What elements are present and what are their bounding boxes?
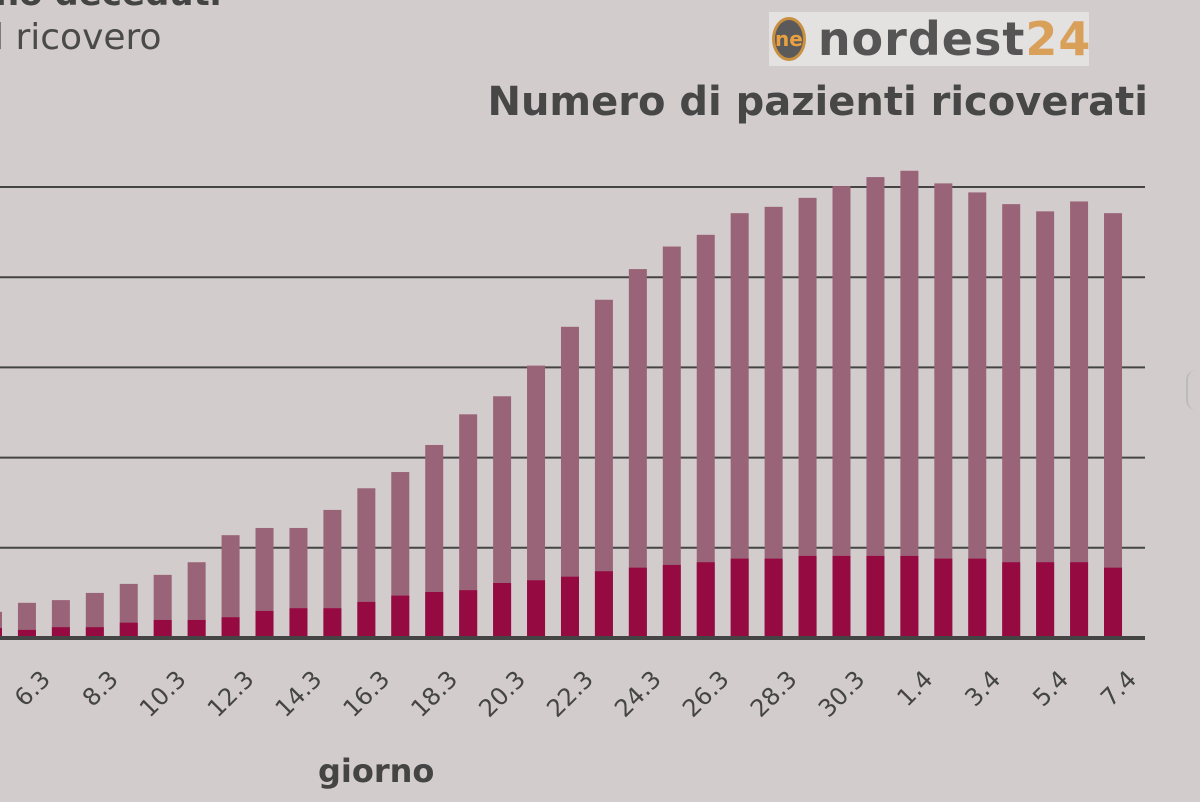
bar-dark-1.4 xyxy=(900,555,919,638)
subtitle-line-2: l ricovero xyxy=(0,17,162,58)
bar-dark-10.3 xyxy=(153,619,172,638)
bar-total-31.3 xyxy=(866,177,885,638)
bar-dark-9.3 xyxy=(119,622,138,638)
x-tick-label: 30.3 xyxy=(813,665,871,723)
bar-total-3.4 xyxy=(968,192,987,639)
bar-total-26.3 xyxy=(696,234,715,638)
bar-total-1.4 xyxy=(900,170,919,638)
bar-total-30.3 xyxy=(832,186,851,638)
x-tick-label: 7.4 xyxy=(1095,665,1142,712)
scroll-edge xyxy=(1186,370,1200,410)
bar-total-28.3 xyxy=(764,206,783,638)
bar-total-11.3 xyxy=(187,562,206,638)
bar-dark-6.3 xyxy=(17,629,36,638)
bar-total-5.3 xyxy=(0,611,2,638)
bar-total-25.3 xyxy=(662,246,681,639)
bar-total-23.3 xyxy=(594,299,613,638)
bar-dark-26.3 xyxy=(696,562,715,638)
bar-total-22.3 xyxy=(560,326,579,638)
bar-dark-7.4 xyxy=(1104,567,1123,638)
x-tick-label: 16.3 xyxy=(338,665,396,723)
bar-total-8.3 xyxy=(85,592,104,638)
x-tick-label: 22.3 xyxy=(541,665,599,723)
bar-dark-15.3 xyxy=(323,608,342,638)
bar-dark-27.3 xyxy=(730,558,749,638)
bar-dark-29.3 xyxy=(798,555,817,638)
bar-total-27.3 xyxy=(730,213,749,638)
bar-total-5.4 xyxy=(1036,211,1055,638)
bar-dark-13.3 xyxy=(255,610,274,638)
bar-dark-30.3 xyxy=(832,555,851,638)
bar-total-19.3 xyxy=(459,414,478,638)
bar-dark-21.3 xyxy=(527,580,546,638)
bar-total-16.3 xyxy=(357,488,376,638)
bar-dark-6.4 xyxy=(1070,562,1089,638)
bar-dark-22.3 xyxy=(560,576,579,638)
bar-total-7.4 xyxy=(1104,213,1123,638)
bar-dark-11.3 xyxy=(187,619,206,638)
bar-dark-20.3 xyxy=(493,582,512,638)
bar-dark-14.3 xyxy=(289,608,308,638)
bar-total-6.4 xyxy=(1070,201,1089,638)
bar-total-24.3 xyxy=(628,269,647,638)
bar-dark-5.3 xyxy=(0,628,2,638)
subtitle-line-1: no deceduti xyxy=(0,0,221,14)
bar-dark-3.4 xyxy=(968,558,987,638)
bar-dark-2.4 xyxy=(934,558,953,638)
bar-dark-7.3 xyxy=(51,627,70,638)
bar-total-13.3 xyxy=(255,527,274,638)
x-tick-label: 14.3 xyxy=(270,665,328,723)
nordest24-logo-watermark: ne nordest24 xyxy=(769,12,1092,66)
bar-dark-25.3 xyxy=(662,564,681,638)
bar-total-2.4 xyxy=(934,183,953,638)
x-tick-label: 10.3 xyxy=(134,665,192,723)
bar-dark-23.3 xyxy=(594,571,613,638)
x-tick-label: 8.3 xyxy=(77,665,124,712)
bar-total-20.3 xyxy=(493,396,512,638)
bar-dark-17.3 xyxy=(391,595,410,638)
x-tick-label: 26.3 xyxy=(677,665,735,723)
x-tick-label: 28.3 xyxy=(745,665,803,723)
x-tick-label: 6.3 xyxy=(9,665,56,712)
bar-total-4.4 xyxy=(1002,204,1021,638)
bar-dark-28.3 xyxy=(764,558,783,638)
bar-dark-16.3 xyxy=(357,601,376,638)
x-tick-label: 20.3 xyxy=(473,665,531,723)
bar-total-6.3 xyxy=(17,602,36,638)
bar-dark-19.3 xyxy=(459,590,478,638)
bar-total-29.3 xyxy=(798,197,817,638)
x-tick-label: 5.4 xyxy=(1027,665,1074,712)
bar-total-15.3 xyxy=(323,509,342,638)
x-tick-label: 1.4 xyxy=(892,665,939,712)
bar-total-12.3 xyxy=(221,535,240,638)
x-tick-label: 3.4 xyxy=(959,665,1006,712)
bar-dark-5.4 xyxy=(1036,562,1055,638)
x-tick-label: 12.3 xyxy=(202,665,260,723)
bar-dark-24.3 xyxy=(628,567,647,638)
bar-dark-31.3 xyxy=(866,555,885,638)
bar-dark-12.3 xyxy=(221,617,240,638)
bar-dark-18.3 xyxy=(425,591,444,638)
bar-dark-8.3 xyxy=(85,627,104,638)
bar-dark-4.4 xyxy=(1002,562,1021,638)
x-axis-label: giorno xyxy=(318,752,435,790)
bar-total-18.3 xyxy=(425,444,444,638)
chart-title: Numero di pazienti ricoverati xyxy=(487,79,1148,125)
logo-mark-icon: ne xyxy=(772,17,806,61)
logo-text: nordest24 xyxy=(817,12,1092,66)
bar-total-21.3 xyxy=(527,365,546,638)
x-tick-label: 18.3 xyxy=(406,665,464,723)
x-tick-label: 24.3 xyxy=(609,665,667,723)
